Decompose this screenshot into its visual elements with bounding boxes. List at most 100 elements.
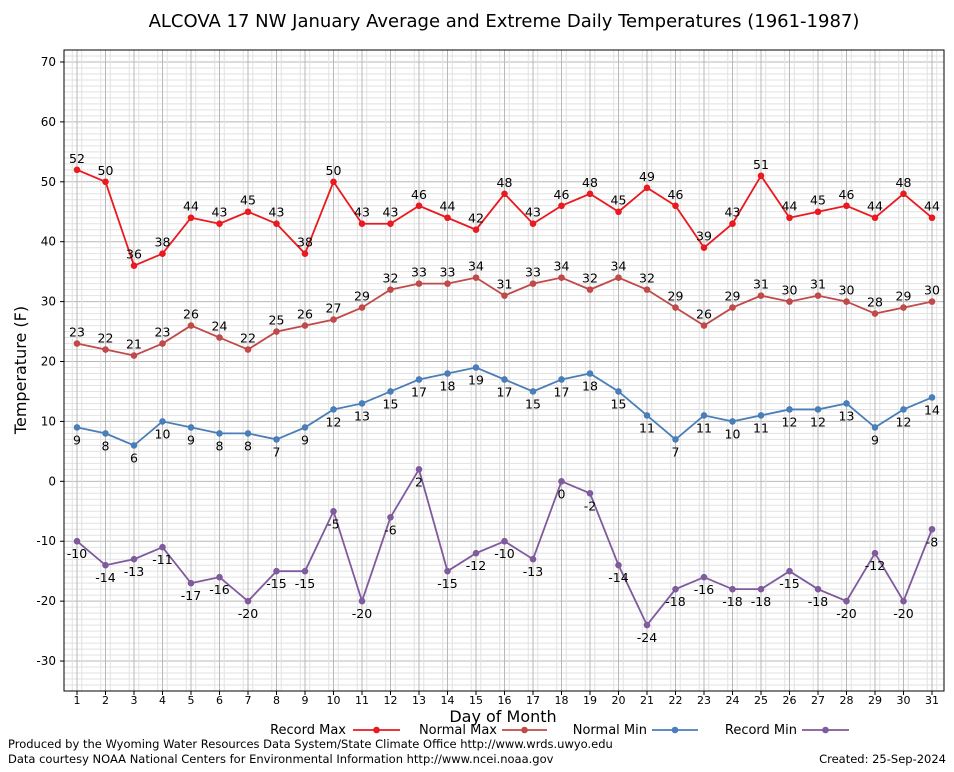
data-point-record-max [900, 190, 907, 198]
x-axis: 1 2 3 4 5 6 7 8 9 10 11 12 13 14 15 16 17 18 19 20 21 22 23 24 2… [74, 691, 939, 707]
data-point-record-max [501, 190, 508, 198]
x-tick-label: 17 [526, 694, 540, 707]
data-label-record-max: 39 [696, 229, 712, 244]
data-label-record-max: 44 [924, 199, 940, 214]
data-label-normal-max: 33 [440, 265, 456, 280]
data-label-record-max: 46 [668, 187, 684, 202]
data-point-normal-min [273, 436, 280, 443]
data-point-record-max [729, 220, 736, 228]
data-point-record-min [900, 597, 907, 605]
data-point-normal-max [330, 316, 337, 323]
x-tick-label: 25 [754, 694, 768, 707]
data-label-normal-max: 31 [810, 277, 826, 292]
data-point-record-max [700, 244, 708, 251]
x-tick-label: 15 [469, 694, 483, 707]
data-point-normal-max [387, 286, 394, 293]
data-point-normal-min [244, 430, 252, 437]
data-label-normal-max: 26 [183, 307, 199, 322]
data-label-record-min: -24 [637, 630, 657, 645]
data-point-record-min [928, 525, 936, 533]
legend-marker-normal-max [521, 726, 528, 734]
data-point-record-max [102, 178, 109, 186]
data-label-record-min: 2 [415, 474, 423, 489]
x-tick-label: 12 [384, 694, 398, 707]
data-label-normal-min: 10 [155, 426, 171, 441]
data-point-normal-min [871, 424, 879, 431]
data-point-record-min [814, 585, 822, 593]
y-axis: -30 -20 -10 0 10 20 30 40 50 60 70 [36, 55, 64, 668]
footer-credit-1: Produced by the Wyoming Water Resources … [8, 737, 613, 751]
data-label-normal-min: 13 [354, 408, 370, 423]
data-label-normal-max: 26 [297, 307, 313, 322]
data-point-normal-max [672, 304, 679, 311]
data-point-record-min [843, 597, 850, 605]
x-tick-label: 22 [669, 694, 683, 707]
data-label-normal-min: 9 [301, 432, 309, 447]
data-label-normal-max: 24 [212, 319, 228, 334]
data-label-record-max: 43 [725, 205, 741, 220]
data-point-normal-max [415, 280, 423, 287]
data-label-normal-max: 25 [269, 313, 285, 328]
legend-label-record-min: Record Min [725, 723, 797, 738]
data-label-normal-min: 9 [871, 432, 879, 447]
data-point-record-max [558, 202, 565, 210]
data-point-record-min [301, 567, 309, 575]
data-point-normal-min [444, 370, 451, 377]
data-label-record-max: 42 [468, 211, 484, 226]
data-point-normal-min [786, 406, 793, 413]
created-date: Created: 25-Sep-2024 [819, 752, 946, 766]
legend-marker-normal-min [671, 726, 679, 734]
data-point-normal-max [472, 274, 480, 281]
x-tick-label: 13 [412, 694, 426, 707]
data-label-normal-max: 23 [155, 325, 171, 340]
data-point-record-min [558, 478, 565, 485]
data-point-record-max [130, 262, 138, 269]
data-point-normal-max [757, 292, 765, 299]
y-tick-label: 30 [41, 295, 56, 309]
data-label-record-max: 44 [183, 199, 199, 214]
data-point-normal-min [187, 424, 195, 431]
data-label-normal-max: 22 [240, 331, 256, 346]
data-point-record-min [672, 585, 679, 593]
data-label-record-min: -12 [865, 558, 885, 573]
data-point-normal-max [301, 322, 309, 329]
data-point-normal-min [415, 376, 423, 383]
data-point-record-max [814, 208, 822, 216]
y-tick-label: 50 [41, 175, 56, 189]
data-label-record-max: 38 [155, 235, 171, 250]
series-record-max: 52 50 36 38 44 43 45 43 38 50 43 43 46 44 42 48 43 46 48 45… [69, 151, 940, 269]
data-point-normal-max [529, 280, 537, 287]
data-label-record-max: 48 [497, 175, 513, 190]
data-label-record-max: 48 [896, 175, 912, 190]
y-tick-label: 40 [41, 235, 56, 249]
data-point-normal-max [871, 310, 879, 317]
legend: Record Max Normal Max Normal Min Record Min [270, 723, 849, 738]
data-point-record-min [73, 537, 81, 545]
data-label-record-min: -16 [694, 582, 714, 597]
y-tick-label: 70 [41, 55, 56, 69]
data-point-normal-min [358, 400, 366, 407]
data-label-normal-max: 29 [668, 289, 684, 304]
data-label-normal-max: 29 [896, 289, 912, 304]
x-tick-label: 8 [273, 694, 280, 707]
series: 52 50 36 38 44 43 45 43 38 50 43 43 46 44 42 48 43 46 48 45… [67, 151, 940, 645]
data-label-record-max: 43 [383, 205, 399, 220]
data-label-normal-max: 34 [611, 259, 627, 274]
data-point-normal-max [843, 298, 850, 305]
x-tick-label: 16 [498, 694, 512, 707]
data-label-record-min: 0 [558, 486, 566, 501]
data-label-record-max: 44 [867, 199, 883, 214]
data-point-record-max [786, 214, 793, 222]
data-label-record-min: -17 [181, 588, 201, 603]
data-point-normal-max [130, 352, 138, 359]
data-label-record-min: -20 [836, 606, 856, 621]
data-point-record-min [700, 573, 708, 581]
data-label-normal-max: 26 [696, 307, 712, 322]
x-tick-label: 23 [697, 694, 711, 707]
data-point-record-min [187, 579, 195, 587]
data-label-record-max: 46 [554, 187, 570, 202]
data-point-record-min [216, 573, 223, 581]
data-point-normal-max [444, 280, 451, 287]
x-tick-label: 28 [840, 694, 854, 707]
data-point-record-min [273, 567, 280, 575]
